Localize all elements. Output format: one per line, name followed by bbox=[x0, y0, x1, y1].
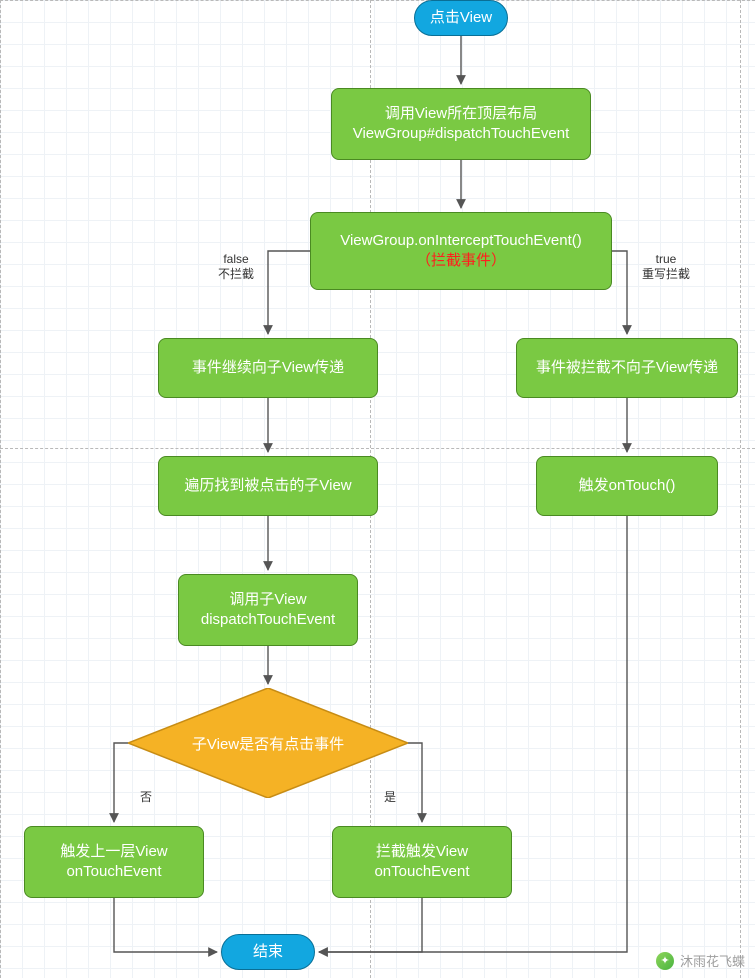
watermark-text: 沐雨花飞蝶 bbox=[680, 951, 745, 970]
process-proc2: ViewGroup.onInterceptTouchEvent()（拦截事件） bbox=[310, 212, 612, 290]
edge-label-yes_lbl: 是 bbox=[384, 790, 396, 805]
edge-label-no_lbl: 否 bbox=[140, 790, 152, 805]
terminator-start: 点击View bbox=[414, 0, 508, 36]
decision-decision: 子View是否有点击事件 bbox=[128, 688, 408, 798]
process-right2: 触发onTouch() bbox=[536, 456, 718, 516]
process-left3: 调用子ViewdispatchTouchEvent bbox=[178, 574, 358, 646]
wechat-icon: ✦ bbox=[656, 952, 674, 970]
process-r_out: 拦截触发ViewonTouchEvent bbox=[332, 826, 512, 898]
decision-label: 子View是否有点击事件 bbox=[128, 688, 408, 798]
flowchart-canvas: 点击View 调用View所在顶层布局ViewGroup#dispatchTouc… bbox=[0, 0, 755, 978]
process-left2: 遍历找到被点击的子View bbox=[158, 456, 378, 516]
terminator-end: 结束 bbox=[221, 934, 315, 970]
process-right1: 事件被拦截不向子View传递 bbox=[516, 338, 738, 398]
watermark: ✦ 沐雨花飞蝶 bbox=[656, 951, 745, 970]
edge-label-true_lbl: true重写拦截 bbox=[642, 252, 690, 282]
process-proc1: 调用View所在顶层布局ViewGroup#dispatchTouchEvent bbox=[331, 88, 591, 160]
process-left1: 事件继续向子View传递 bbox=[158, 338, 378, 398]
process-l_out: 触发上一层ViewonTouchEvent bbox=[24, 826, 204, 898]
edge-label-false_lbl: false不拦截 bbox=[218, 252, 254, 282]
